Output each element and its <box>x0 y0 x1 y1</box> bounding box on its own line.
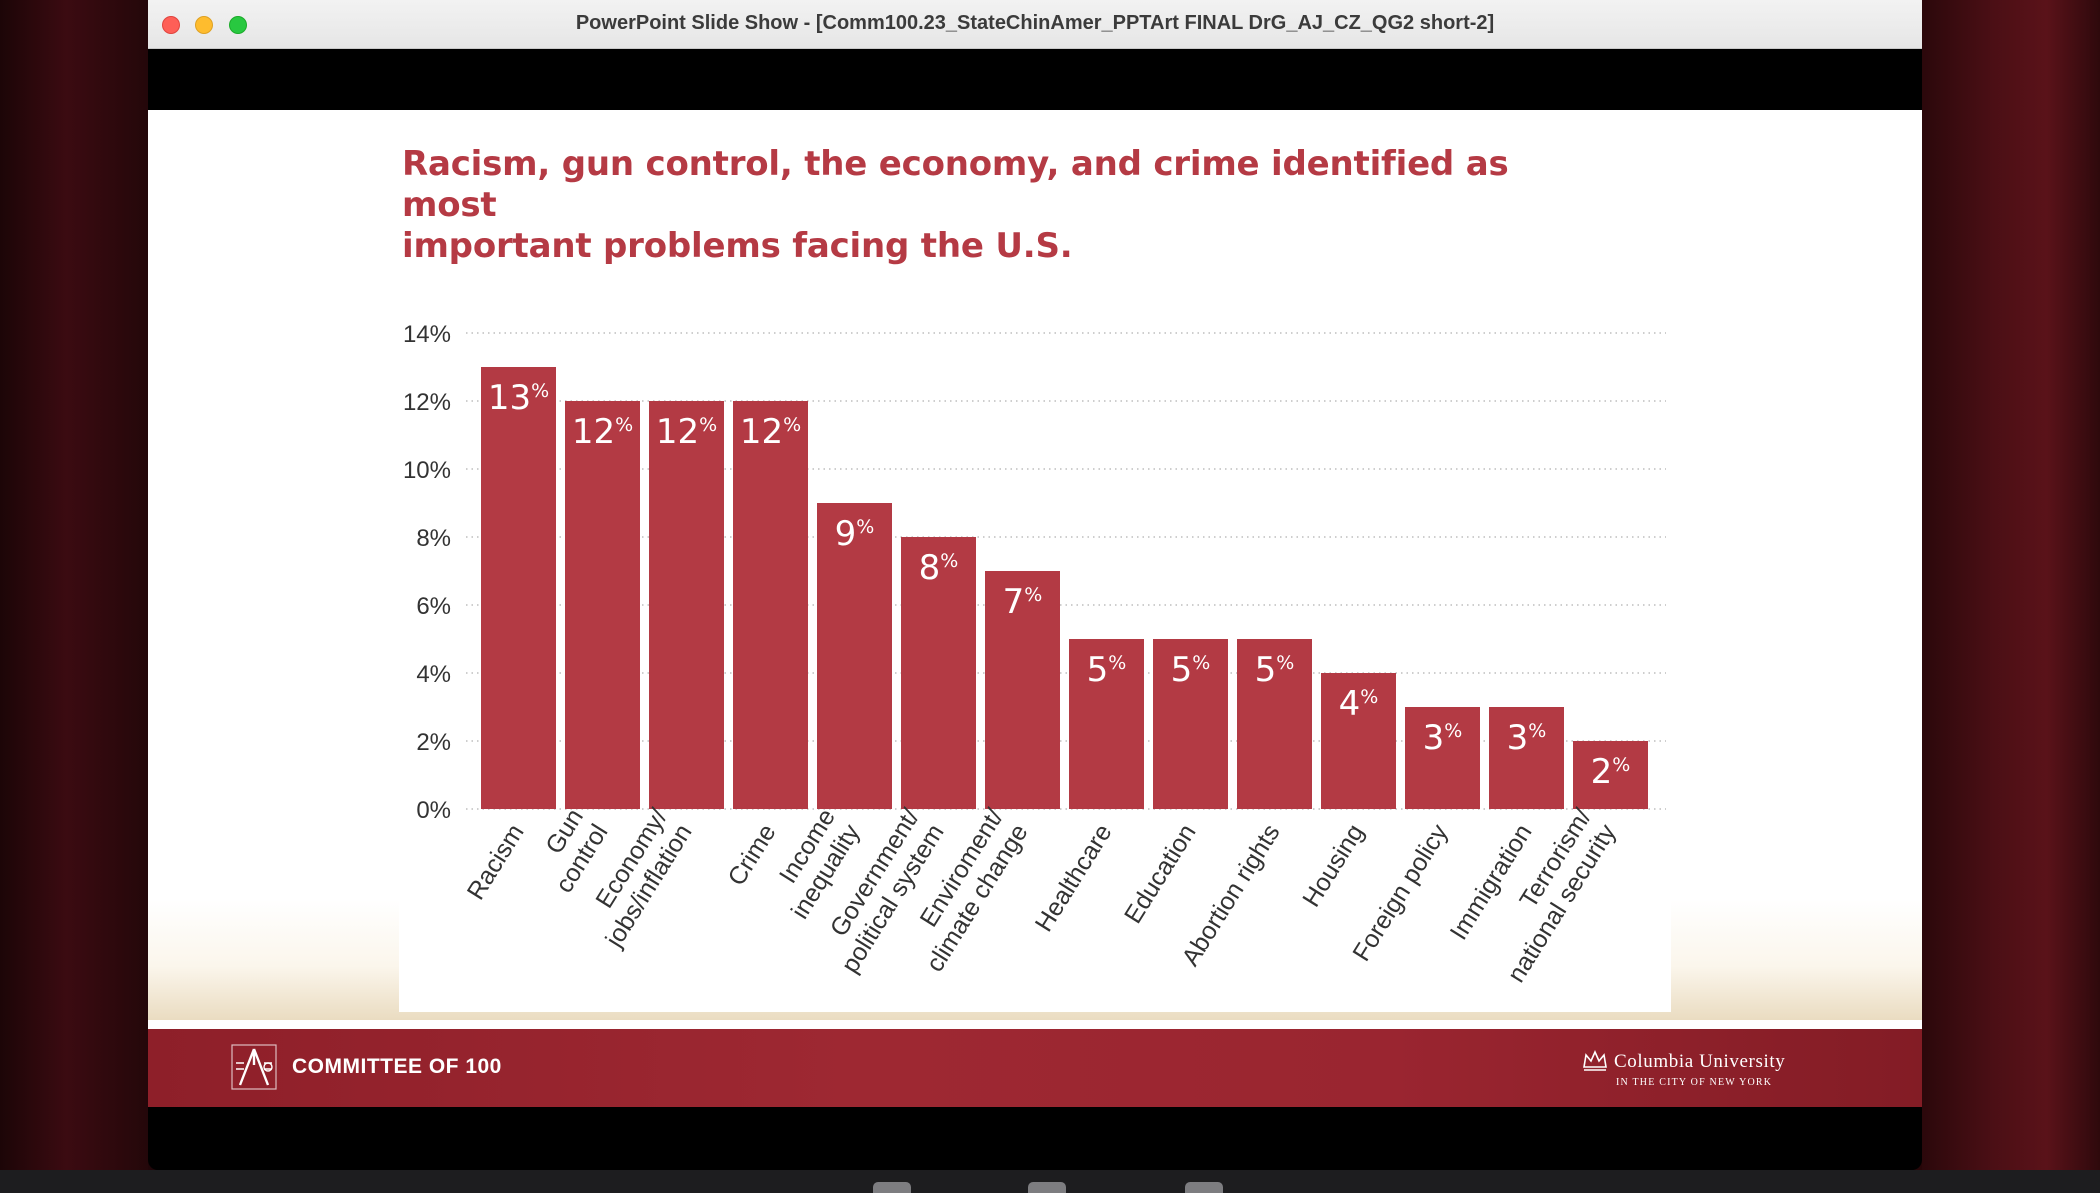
bar-value-label: 12% <box>572 412 633 452</box>
bar-value-label: 3% <box>1423 718 1463 758</box>
columbia-university-text: Columbia University <box>1614 1051 1786 1072</box>
columbia-crown-icon <box>1583 1050 1607 1071</box>
x-category-label: Housing <box>1297 819 1369 912</box>
bar-value-label: 12% <box>740 412 801 452</box>
bar <box>481 367 556 809</box>
bar <box>1489 707 1564 809</box>
bar-value-label: 9% <box>835 514 875 554</box>
y-tick-label: 8% <box>416 525 451 552</box>
x-category-text: Healthcare <box>1030 819 1118 936</box>
bar-chart: 0% 2% 4% 6% 8% 10% 12% 14% 13% 12% 12% 12% 9% 8% 7% 5% 5… <box>403 321 1666 987</box>
bar <box>1069 639 1144 809</box>
window-title: PowerPoint Slide Show - [Comm100.23_Stat… <box>575 12 1495 34</box>
x-category-label: Crime <box>723 819 782 890</box>
slide-title: Racism, gun control, the economy, and cr… <box>402 144 1602 267</box>
committee-of-100-logo-icon <box>231 1044 277 1090</box>
dock <box>0 1170 2100 1193</box>
x-category-text: Education <box>1119 819 1202 928</box>
bar <box>1237 639 1312 809</box>
x-category-label: Education <box>1119 819 1202 928</box>
slideshow-window: PowerPoint Slide Show - [Comm100.23_Stat… <box>148 0 1922 1170</box>
minimize-button[interactable] <box>195 16 213 34</box>
y-tick-label: 6% <box>416 593 451 620</box>
x-category-label: Racism <box>462 819 530 905</box>
bar-value-label: 8% <box>919 548 959 588</box>
bar <box>985 571 1060 809</box>
title-bar[interactable]: PowerPoint Slide Show - [Comm100.23_Stat… <box>148 0 1922 49</box>
bar-value-label: 5% <box>1087 650 1127 690</box>
x-category-text: Housing <box>1297 819 1369 912</box>
y-tick-label: 2% <box>416 729 451 756</box>
bar-value-label: 3% <box>1507 718 1547 758</box>
close-button[interactable] <box>162 16 180 34</box>
columbia-subtext: IN THE CITY OF NEW YORK <box>1616 1077 1773 1088</box>
bar-value-label: 12% <box>656 412 717 452</box>
bar <box>1573 741 1648 809</box>
bar <box>565 401 640 809</box>
bar-value-label: 2% <box>1591 752 1631 792</box>
bar <box>817 503 892 809</box>
slide-title-line-1: Racism, gun control, the economy, and cr… <box>402 144 1509 225</box>
bar-value-label: 5% <box>1171 650 1211 690</box>
x-category-label: Healthcare <box>1030 819 1118 936</box>
dock-item[interactable] <box>1185 1182 1223 1193</box>
slide-footer: COMMITTEE OF 100 Columbia University IN … <box>148 1029 1922 1107</box>
zoom-button[interactable] <box>229 16 247 34</box>
bar-value-label: 5% <box>1255 650 1295 690</box>
dock-item[interactable] <box>1028 1182 1066 1193</box>
committee-of-100-text: COMMITTEE OF 100 <box>292 1055 502 1078</box>
bar <box>901 537 976 809</box>
slide-title-line-2: important problems facing the U.S. <box>402 226 1073 266</box>
bar <box>733 401 808 809</box>
desktop-background-right <box>1922 0 2100 1193</box>
y-tick-label: 12% <box>403 389 451 416</box>
x-category-text: Racism <box>462 819 530 905</box>
bar <box>1405 707 1480 809</box>
y-tick-label: 4% <box>416 661 451 688</box>
bar <box>1153 639 1228 809</box>
slide[interactable]: Racism, gun control, the economy, and cr… <box>148 110 1922 1107</box>
dock-item[interactable] <box>873 1182 911 1193</box>
y-tick-label: 14% <box>403 321 451 348</box>
bar <box>1321 673 1396 809</box>
y-tick-label: 10% <box>403 457 451 484</box>
bar <box>649 401 724 809</box>
desktop-background-left <box>0 0 148 1193</box>
bar-value-label: 4% <box>1339 684 1379 724</box>
bar-value-label: 7% <box>1003 582 1043 622</box>
y-tick-label: 0% <box>416 797 451 824</box>
x-category-text: Crime <box>723 819 782 890</box>
bar-value-label: 13% <box>488 378 549 418</box>
